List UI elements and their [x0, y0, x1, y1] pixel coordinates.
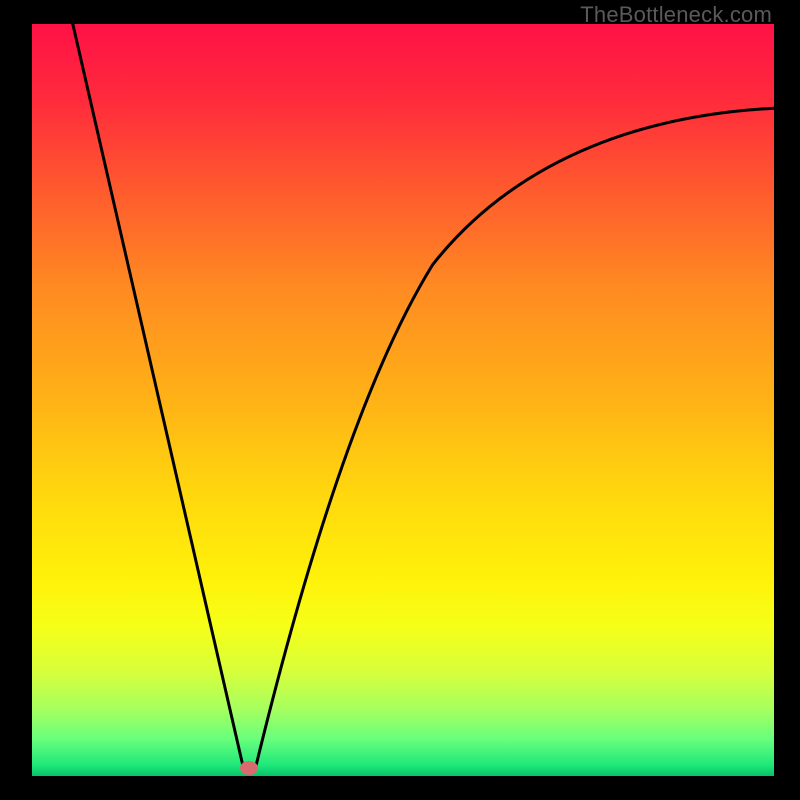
chart-plot-area — [32, 24, 774, 776]
watermark-text: TheBottleneck.com — [580, 2, 772, 28]
minimum-marker — [240, 761, 258, 775]
gradient-background — [32, 24, 774, 776]
